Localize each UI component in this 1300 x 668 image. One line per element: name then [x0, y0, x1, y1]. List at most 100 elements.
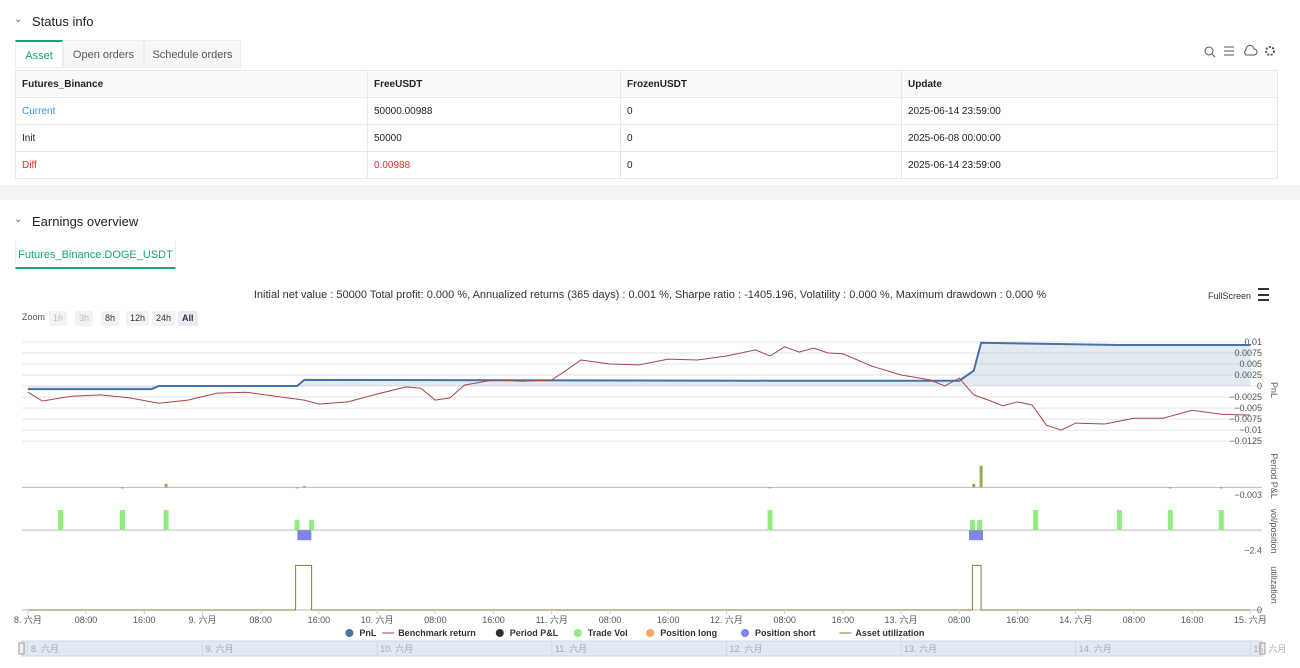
navigator-label: 11. 六月 — [555, 643, 587, 654]
area — [27, 342, 1251, 390]
tab[interactable]: Asset — [15, 40, 63, 68]
legend-symbol — [741, 629, 749, 637]
column — [1033, 510, 1039, 531]
cell: 0.00988 — [367, 151, 621, 179]
collapse-icon[interactable]: ⌄ — [14, 214, 23, 225]
x-tick-label: 16:00 — [657, 615, 680, 625]
x-tick-label: 16:00 — [482, 615, 505, 625]
y-tick-label: −2.4 — [1244, 545, 1262, 555]
panel-title: Status info — [32, 14, 94, 29]
column — [58, 510, 64, 531]
x-tick-label: 08:00 — [75, 615, 98, 625]
y-tick-label: −0.005 — [1234, 403, 1262, 413]
column — [1218, 510, 1224, 531]
cell: Init — [15, 124, 368, 152]
panel-title: Earnings overview — [32, 214, 139, 229]
zoom-button[interactable]: 3h — [75, 311, 94, 326]
collapse-icon[interactable]: ⌄ — [14, 14, 23, 25]
column — [1167, 510, 1173, 531]
column — [1116, 510, 1122, 531]
column — [969, 530, 984, 541]
tab[interactable]: Schedule orders — [144, 40, 241, 68]
column — [294, 520, 300, 531]
summary: Initial net value : 50000 Total profit: … — [253, 289, 1047, 301]
y-tick-label: 0.005 — [1239, 359, 1262, 369]
x-tick-label: 16:00 — [1006, 615, 1029, 625]
column — [302, 486, 306, 488]
cell: 2025-06-08 00:00:00 — [901, 124, 1278, 152]
column — [297, 530, 312, 541]
x-tick-label: 15. 六月 — [1234, 614, 1267, 625]
navigator-handle — [1259, 642, 1266, 655]
axis-title: PnL — [1269, 382, 1279, 398]
navigator-label: 9. 六月 — [205, 643, 233, 654]
x-tick-label: 8. 六月 — [14, 614, 42, 625]
legend-label: PnL — [359, 628, 377, 638]
zoom-button[interactable]: 1h — [49, 311, 68, 326]
x-tick-label: 13. 六月 — [885, 614, 918, 625]
tab[interactable]: Futures_Binance.DOGE_USDT — [15, 241, 176, 269]
line — [27, 346, 1251, 431]
toolbar-icons[interactable] — [1200, 42, 1290, 62]
line — [27, 564, 1251, 611]
navigator-label: 10. 六月 — [380, 643, 413, 654]
column — [767, 510, 773, 531]
earnings-panel: ⌄ Earnings overview Futures_Binance.DOGE… — [0, 200, 1300, 668]
legend-label: Position short — [755, 628, 816, 638]
navigator-label: 15. 六月 — [1253, 643, 1286, 654]
x-tick-label: 08:00 — [599, 615, 622, 625]
y-tick-label: −0.0075 — [1229, 414, 1262, 424]
column — [309, 520, 315, 531]
header-cell: FreeUSDT — [367, 70, 621, 98]
column — [969, 520, 975, 531]
legend-label: Period P&L — [510, 628, 559, 638]
navigator-label: 12. 六月 — [729, 643, 762, 654]
column — [768, 487, 772, 489]
x-tick-label: 16:00 — [1181, 615, 1204, 625]
menu-icon[interactable] — [1258, 288, 1269, 301]
y-tick-label: 0.0075 — [1234, 348, 1262, 358]
fullscreen-button[interactable]: FullScreen — [1208, 291, 1252, 301]
y-tick-label: 0.01 — [1244, 337, 1262, 347]
y-tick-label: −0.003 — [1234, 490, 1262, 500]
cell: 50000 — [367, 124, 621, 152]
legend-symbol — [573, 629, 582, 637]
cell: 2025-06-14 23:59:00 — [901, 97, 1278, 125]
tab[interactable]: Open orders — [63, 40, 144, 68]
column — [164, 483, 168, 488]
x-tick-label: 9. 六月 — [188, 614, 216, 625]
axis-title: vol/position — [1269, 508, 1279, 553]
legend-symbol — [495, 629, 504, 637]
zoom-button[interactable]: 12h — [126, 311, 150, 326]
y-tick-label: −0.0125 — [1229, 436, 1262, 446]
cell: 50000.00988 — [367, 97, 621, 125]
x-tick-label: 12. 六月 — [710, 614, 743, 625]
legend-symbol — [345, 629, 354, 637]
x-tick-label: 08:00 — [773, 615, 796, 625]
x-tick-label: 14. 六月 — [1059, 614, 1092, 625]
legend-label: Benchmark return — [398, 628, 476, 638]
cell: Diff — [15, 151, 368, 179]
zoom-button[interactable]: All — [178, 311, 198, 326]
status-panel: ⌄ Status info Asset Open orders Schedule… — [0, 0, 1300, 185]
column — [120, 487, 124, 489]
x-tick-label: 08:00 — [1123, 615, 1146, 625]
legend-symbol — [646, 629, 655, 637]
axis-title: utilization — [1269, 566, 1279, 604]
column — [977, 520, 983, 531]
legend-label: Position long — [660, 628, 717, 638]
navigator-handle — [18, 642, 25, 655]
y-tick-label: 0 — [1257, 605, 1262, 615]
cell: 0 — [620, 151, 902, 179]
column — [1219, 487, 1223, 489]
x-tick-label: 16:00 — [832, 615, 855, 625]
navigator-label: 13. 六月 — [904, 643, 937, 654]
zoom-button[interactable]: 8h — [101, 311, 120, 326]
zoom-button[interactable]: 24h — [152, 311, 176, 326]
line — [27, 341, 1251, 391]
x-tick-label: 10. 六月 — [361, 614, 394, 625]
y-tick-label: 0 — [1257, 381, 1262, 391]
axis-title: Period P&L — [1269, 453, 1279, 499]
